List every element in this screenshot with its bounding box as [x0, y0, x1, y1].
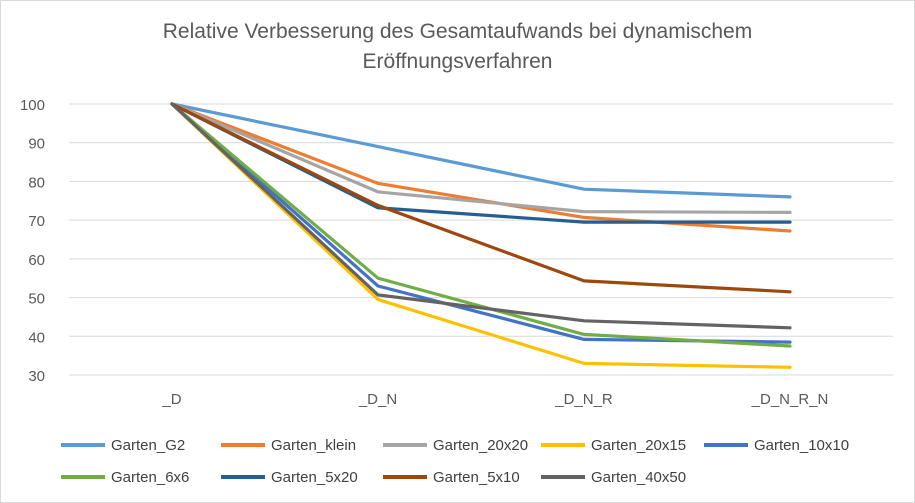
y-tick-label: 50 — [28, 291, 45, 308]
legend-item: Garten_20x15 — [541, 437, 704, 454]
y-tick-label: 40 — [28, 329, 45, 346]
legend-swatch — [61, 475, 105, 479]
legend-label: Garten_G2 — [111, 436, 186, 454]
legend-row: Garten_G2 Garten_klein Garten_20x20 Garten_… — [61, 429, 881, 461]
legend-item: Garten_20x20 — [383, 437, 541, 454]
legend-label: Garten_5x10 — [433, 468, 520, 486]
y-tick-label: 60 — [28, 252, 45, 269]
x-tick-label: _D_N_R_N — [751, 391, 829, 408]
legend-swatch — [704, 443, 748, 447]
legend-swatch — [383, 443, 427, 447]
chart-title: Relative Verbesserung des Gesamtaufwands… — [1, 17, 914, 77]
legend-item: Garten_G2 — [61, 437, 221, 454]
legend-label: Garten_40x50 — [591, 468, 687, 486]
legend-item: Garten_5x20 — [221, 469, 383, 486]
series-line-garten-20x20 — [170, 102, 792, 214]
chart-legend: Garten_G2 Garten_klein Garten_20x20 Garten_… — [61, 429, 881, 493]
series-line-garten-5x10 — [170, 102, 792, 294]
legend-swatch — [383, 475, 427, 479]
legend-item: Garten_klein — [221, 437, 383, 454]
legend-item: Garten_10x10 — [704, 437, 864, 454]
legend-label: Garten_20x20 — [433, 436, 529, 454]
legend-label: Garten_5x20 — [271, 468, 358, 486]
series-line-garten-40x50 — [170, 102, 792, 330]
series-line-garten-20x15 — [170, 102, 792, 369]
x-tick-label: _D — [161, 391, 181, 408]
legend-label: Garten_klein — [271, 436, 357, 454]
legend-swatch — [221, 443, 265, 447]
legend-item: Garten_5x10 — [383, 469, 541, 486]
legend-swatch — [61, 443, 105, 447]
y-tick-label: 80 — [28, 174, 45, 191]
x-tick-label: _D_N_R — [554, 391, 613, 408]
x-tick-label: _D_N — [358, 391, 397, 408]
y-tick-label: 90 — [28, 136, 45, 153]
chart-title-line-1: Relative Verbesserung des Gesamtaufwands… — [162, 20, 753, 43]
series-line-garten-g2 — [170, 102, 792, 199]
legend-item: Garten_6x6 — [61, 469, 221, 486]
legend-swatch — [541, 475, 585, 479]
legend-swatch — [541, 443, 585, 447]
legend-label: Garten_20x15 — [591, 436, 687, 454]
y-tick-label: 30 — [28, 368, 45, 385]
y-tick-label: 100 — [20, 97, 45, 114]
y-tick-label: 70 — [28, 213, 45, 230]
chart-title-line-2: Eröffnungsverfahren — [362, 50, 553, 73]
legend-label: Garten_10x10 — [754, 436, 850, 454]
legend-swatch — [221, 475, 265, 479]
legend-label: Garten_6x6 — [111, 468, 190, 486]
legend-item: Garten_40x50 — [541, 469, 704, 486]
legend-row: Garten_6x6 Garten_5x20 Garten_5x10 Garten_4… — [61, 461, 881, 493]
